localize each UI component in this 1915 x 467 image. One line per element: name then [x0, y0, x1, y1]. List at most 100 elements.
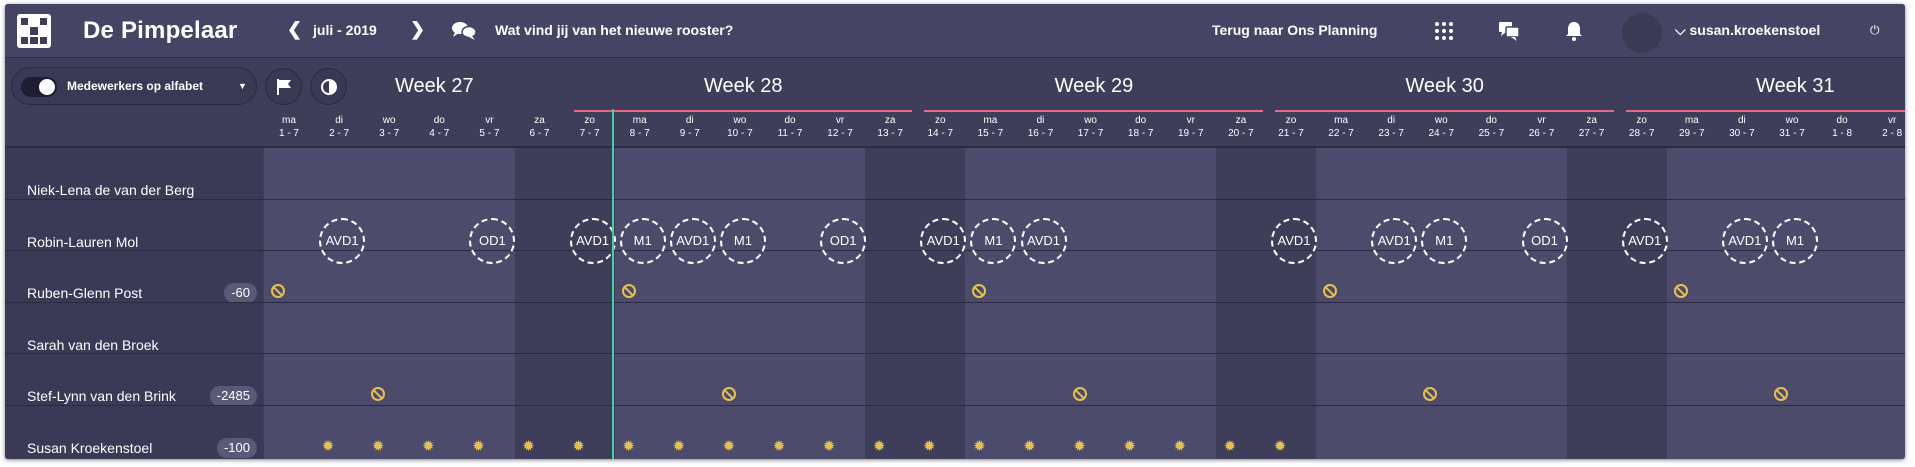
sun-icon[interactable]: ✹ — [422, 437, 435, 455]
feedback-question-link[interactable]: Wat vind jij van het nieuwe rooster? — [495, 22, 734, 38]
unavailable-icon[interactable] — [1774, 387, 1788, 401]
messages-icon[interactable] — [1497, 19, 1521, 43]
unavailable-icon[interactable] — [1072, 387, 1087, 401]
sun-icon[interactable]: ✹ — [722, 437, 736, 455]
prev-month-icon[interactable]: ❮ — [287, 19, 303, 39]
day-header[interactable]: wo 31 - 7 — [1767, 114, 1817, 140]
day-header[interactable]: do 1 - 8 — [1817, 114, 1867, 140]
day-header[interactable]: di 16 - 7 — [1016, 114, 1066, 140]
shift-badge[interactable]: OD1 — [820, 217, 867, 264]
sun-icon[interactable]: ✹ — [1023, 437, 1036, 455]
sun-icon[interactable]: ✹ — [1223, 437, 1237, 455]
day-header[interactable]: vr 5 - 7 — [464, 114, 514, 140]
day-header[interactable]: ma 22 - 7 — [1316, 114, 1366, 140]
sun-icon[interactable]: ✹ — [1273, 437, 1287, 455]
unavailable-icon[interactable] — [972, 284, 987, 298]
user-avatar[interactable] — [1622, 13, 1662, 53]
contrast-button[interactable] — [310, 68, 347, 105]
feedback-chat-icon[interactable] — [451, 20, 477, 42]
sun-icon[interactable]: ✹ — [772, 437, 786, 455]
shift-badge[interactable]: OD1 — [1521, 217, 1568, 264]
next-month-icon[interactable]: ❯ — [410, 19, 426, 39]
sun-icon[interactable]: ✹ — [472, 437, 485, 455]
day-header[interactable]: wo 17 - 7 — [1066, 114, 1116, 140]
shift-badge[interactable]: M1 — [1772, 217, 1818, 264]
sun-icon[interactable]: ✹ — [1173, 437, 1187, 455]
day-header[interactable]: ma 15 - 7 — [965, 114, 1015, 140]
unavailable-icon[interactable] — [1423, 387, 1438, 401]
power-icon[interactable]: ⏻ — [1870, 23, 1880, 37]
sun-icon[interactable]: ✹ — [371, 437, 385, 455]
day-header[interactable]: do 25 - 7 — [1466, 114, 1516, 140]
day-header[interactable]: za 13 - 7 — [865, 114, 915, 140]
day-header[interactable]: vr 2 - 8 — [1867, 114, 1905, 140]
day-header[interactable]: za 27 - 7 — [1567, 114, 1617, 140]
day-header[interactable]: zo 28 - 7 — [1617, 114, 1667, 140]
shift-badge[interactable]: AVD1 — [1371, 217, 1418, 264]
employee-name[interactable]: Stef-Lynn van den Brink — [27, 388, 176, 404]
caret-down-icon[interactable]: ▼ — [238, 81, 247, 91]
sort-toggle[interactable]: Medewerkers op alfabet ▼ — [11, 67, 257, 105]
sun-icon[interactable]: ✹ — [973, 437, 986, 455]
back-to-planning-link[interactable]: Terug naar Ons Planning — [1212, 22, 1378, 38]
unavailable-icon[interactable] — [371, 387, 386, 401]
employee-name[interactable]: Robin-Lauren Mol — [27, 233, 139, 250]
sun-icon[interactable]: ✹ — [1123, 437, 1136, 455]
day-header[interactable]: vr 26 - 7 — [1517, 114, 1567, 140]
shift-badge[interactable]: M1 — [719, 217, 766, 264]
shift-badge[interactable]: M1 — [970, 217, 1017, 264]
apps-grid-icon[interactable] — [1432, 19, 1456, 43]
shift-badge[interactable]: AVD1 — [569, 217, 616, 264]
shift-badge[interactable]: AVD1 — [1721, 217, 1768, 264]
sun-icon[interactable]: ✹ — [572, 437, 585, 455]
day-header[interactable]: vr 19 - 7 — [1166, 114, 1216, 140]
sort-switch[interactable] — [21, 77, 57, 97]
day-header[interactable]: di 30 - 7 — [1717, 114, 1767, 140]
unavailable-icon[interactable] — [721, 387, 736, 401]
employee-name[interactable]: Ruben-Glenn Post — [27, 285, 143, 301]
day-header[interactable]: wo 24 - 7 — [1416, 114, 1466, 140]
day-header[interactable]: wo 3 - 7 — [364, 114, 414, 140]
sun-icon[interactable]: ✹ — [622, 437, 635, 455]
flag-button[interactable] — [265, 68, 302, 105]
user-menu[interactable]: ⌵ susan.kroekenstoel — [1675, 22, 1820, 39]
sun-icon[interactable]: ✹ — [1073, 437, 1086, 455]
day-header[interactable]: di 2 - 7 — [314, 114, 364, 140]
sun-icon[interactable]: ✹ — [672, 437, 686, 455]
shift-badge[interactable]: AVD1 — [1020, 217, 1067, 264]
sun-icon[interactable]: ✹ — [872, 437, 886, 455]
employee-name[interactable]: Sarah van den Broek — [27, 336, 159, 353]
unavailable-icon[interactable] — [271, 284, 285, 298]
day-header[interactable]: wo 10 - 7 — [715, 114, 765, 140]
day-header[interactable]: do 18 - 7 — [1116, 114, 1166, 140]
day-header[interactable]: ma 29 - 7 — [1667, 114, 1717, 140]
employee-name[interactable]: Niek-Lena de van der Berg — [27, 182, 195, 198]
notification-bell-icon[interactable] — [1562, 19, 1586, 43]
day-header[interactable]: za 6 - 7 — [515, 114, 565, 140]
unavailable-icon[interactable] — [621, 284, 636, 298]
employee-name[interactable]: Susan Kroekenstoel — [27, 439, 153, 456]
shift-badge[interactable]: M1 — [1421, 217, 1468, 264]
shift-badge[interactable]: AVD1 — [1271, 217, 1317, 264]
day-header[interactable]: do 11 - 7 — [765, 114, 815, 140]
shift-badge[interactable]: AVD1 — [669, 217, 716, 264]
day-header[interactable]: ma 8 - 7 — [615, 114, 665, 140]
day-header[interactable]: zo 7 - 7 — [565, 114, 615, 140]
day-header[interactable]: do 4 - 7 — [414, 114, 464, 140]
sun-icon[interactable]: ✹ — [923, 437, 936, 455]
shift-badge[interactable]: M1 — [619, 217, 666, 264]
shift-badge[interactable]: AVD1 — [1621, 217, 1668, 264]
day-header[interactable]: ma 1 - 7 — [264, 114, 314, 140]
day-header[interactable]: za 20 - 7 — [1216, 114, 1266, 140]
day-header[interactable]: di 9 - 7 — [665, 114, 715, 140]
shift-badge[interactable]: AVD1 — [319, 217, 366, 264]
shift-badge[interactable]: OD1 — [469, 217, 516, 264]
app-logo-icon[interactable] — [17, 14, 51, 48]
sun-icon[interactable]: ✹ — [321, 437, 335, 455]
day-header[interactable]: zo 21 - 7 — [1266, 114, 1316, 140]
sun-icon[interactable]: ✹ — [522, 437, 535, 455]
day-header[interactable]: zo 14 - 7 — [915, 114, 965, 140]
day-header[interactable]: di 23 - 7 — [1366, 114, 1416, 140]
unavailable-icon[interactable] — [1323, 284, 1338, 298]
unavailable-icon[interactable] — [1673, 284, 1688, 298]
